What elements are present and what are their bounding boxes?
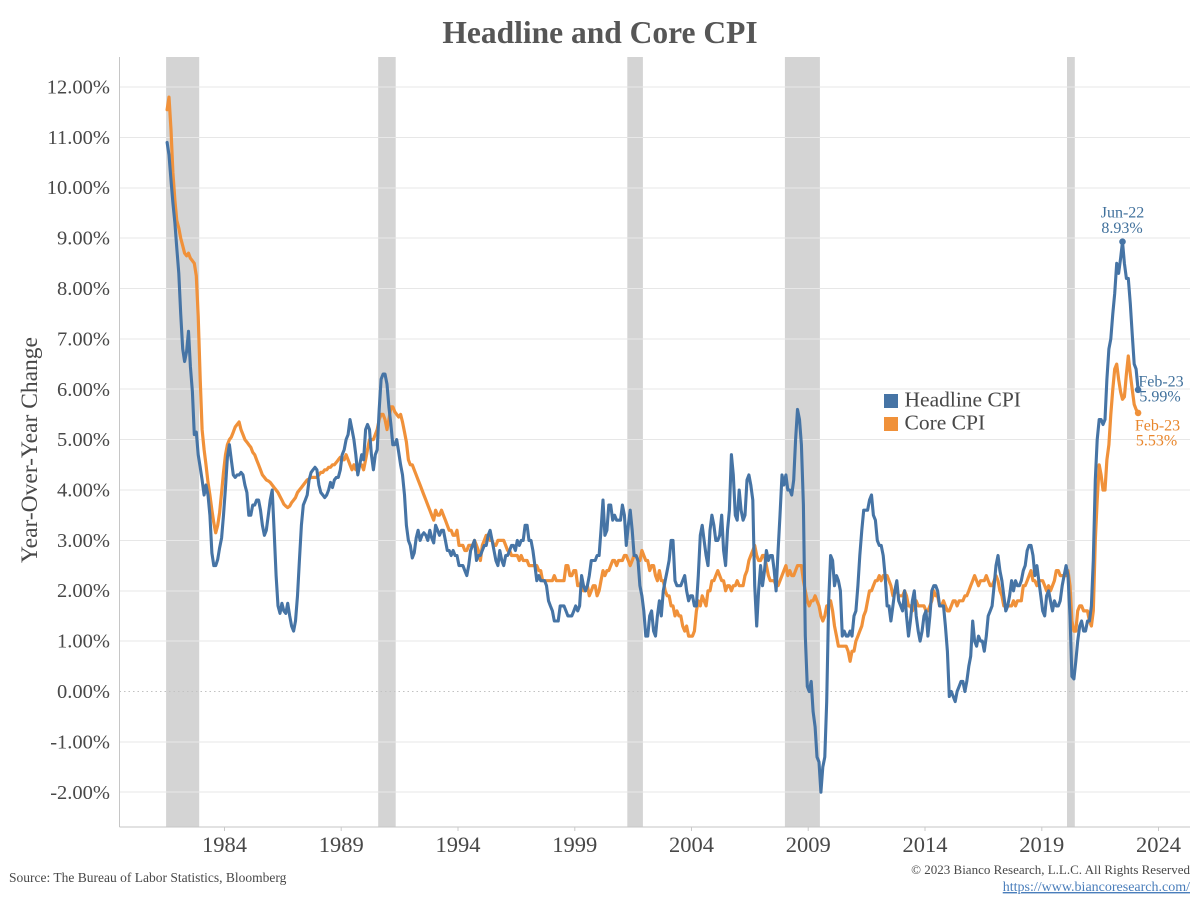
- svg-text:1999: 1999: [552, 832, 597, 857]
- svg-text:Headline CPI: Headline CPI: [905, 388, 1021, 412]
- svg-text:2004: 2004: [669, 832, 714, 857]
- svg-text:8.93%: 8.93%: [1101, 220, 1142, 237]
- svg-text:7.00%: 7.00%: [57, 328, 110, 350]
- svg-text:3.00%: 3.00%: [57, 530, 110, 552]
- svg-text:1989: 1989: [319, 832, 364, 857]
- svg-text:5.00%: 5.00%: [57, 429, 110, 451]
- svg-text:2.00%: 2.00%: [57, 580, 110, 602]
- svg-text:9.00%: 9.00%: [57, 228, 110, 250]
- svg-text:4.00%: 4.00%: [57, 480, 110, 502]
- svg-text:0.00%: 0.00%: [57, 681, 110, 703]
- svg-text:2024: 2024: [1136, 832, 1181, 857]
- svg-text:© 2023 Bianco Research, L.L.C.: © 2023 Bianco Research, L.L.C. All Right…: [911, 862, 1190, 877]
- svg-text:https://www.biancoresearch.com: https://www.biancoresearch.com/: [1003, 880, 1190, 895]
- svg-text:1984: 1984: [202, 832, 247, 857]
- svg-text:8.00%: 8.00%: [57, 278, 110, 300]
- svg-text:6.00%: 6.00%: [57, 379, 110, 401]
- svg-text:1.00%: 1.00%: [57, 631, 110, 653]
- svg-text:2009: 2009: [786, 832, 831, 857]
- svg-text:1994: 1994: [436, 832, 481, 857]
- svg-text:-1.00%: -1.00%: [50, 731, 110, 753]
- svg-text:5.53%: 5.53%: [1136, 433, 1177, 450]
- svg-text:Headline and Core CPI: Headline and Core CPI: [442, 15, 757, 50]
- svg-text:2019: 2019: [1019, 832, 1064, 857]
- svg-text:Feb-23: Feb-23: [1138, 374, 1183, 391]
- svg-text:Core CPI: Core CPI: [905, 411, 986, 435]
- svg-text:2014: 2014: [903, 832, 948, 857]
- svg-text:11.00%: 11.00%: [48, 127, 110, 149]
- svg-text:Year-Over-Year Change: Year-Over-Year Change: [17, 337, 43, 563]
- svg-text:Jun-22: Jun-22: [1101, 205, 1145, 222]
- svg-text:12.00%: 12.00%: [47, 77, 110, 99]
- svg-text:10.00%: 10.00%: [47, 177, 110, 199]
- svg-text:5.99%: 5.99%: [1139, 389, 1180, 406]
- svg-text:-2.00%: -2.00%: [50, 782, 110, 804]
- svg-text:Source: The Bureau of Labor St: Source: The Bureau of Labor Statistics, …: [9, 870, 287, 885]
- svg-text:Feb-23: Feb-23: [1135, 418, 1180, 435]
